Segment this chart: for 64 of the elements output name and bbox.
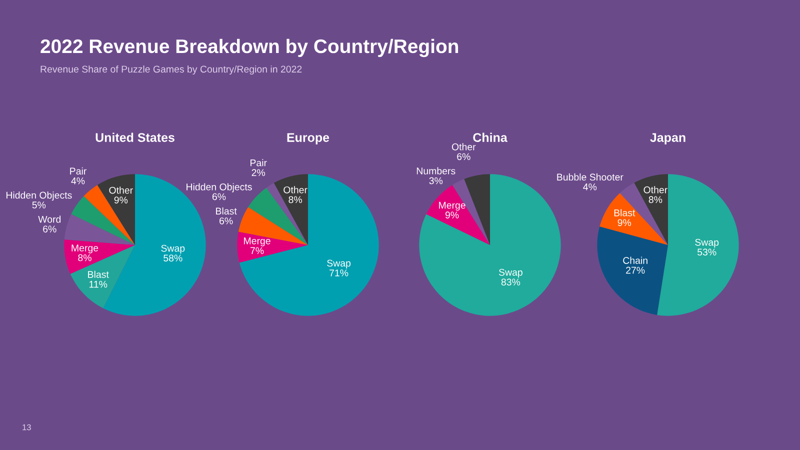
slice-label: Word — [38, 216, 61, 223]
text: Revenue Share of Puzzle Games by Country/Region in 2022 — [40, 65, 302, 75]
pie-slice — [97, 174, 135, 245]
slice-label: Blast — [216, 207, 237, 215]
pie-slice — [600, 193, 668, 245]
slice-label: Other — [452, 143, 476, 150]
pie-slice — [597, 226, 668, 315]
data-label: 8% — [78, 254, 92, 262]
data-label: 7% — [250, 247, 264, 254]
pie-slice — [274, 174, 308, 245]
data-label: 8% — [288, 196, 302, 204]
pie-slice — [426, 184, 490, 245]
data-label: 9% — [114, 196, 128, 204]
slice-label: Numbers — [416, 167, 456, 174]
text: 2022 Revenue Breakdown by Country/Region — [40, 38, 458, 58]
pie-slice — [464, 174, 490, 245]
data-label: 27% — [626, 266, 645, 274]
data-label: 9% — [618, 219, 632, 226]
slice-label: Pair — [250, 159, 267, 166]
slice-label: Swap — [498, 268, 522, 278]
data-label: 6% — [220, 217, 233, 224]
data-label: 53% — [698, 248, 716, 256]
slice-label: Blast — [88, 270, 109, 278]
slice-label: Hidden Objects — [186, 183, 252, 192]
slice-label: Merge — [244, 238, 270, 246]
slice-label: Pair — [70, 167, 86, 175]
data-label: 2% — [252, 169, 266, 176]
slice-label: Merge — [72, 244, 98, 254]
slice-label: Other — [284, 186, 308, 194]
pie-slice — [634, 174, 668, 245]
pie-slice — [238, 207, 308, 245]
data-label: 71% — [330, 270, 348, 276]
chart-title: Europe — [287, 133, 330, 144]
data-label: 3% — [429, 177, 443, 184]
data-label: 83% — [501, 278, 520, 286]
slice-label: Merge — [439, 202, 466, 211]
slice-label: Swap — [327, 260, 351, 269]
pie-slice — [71, 196, 135, 245]
pie-slice — [84, 184, 135, 245]
chart-title: Japan — [650, 133, 686, 144]
slice-label: Hidden Objects — [6, 192, 72, 201]
slice-label: Other — [644, 186, 668, 194]
data-label: 11% — [89, 280, 108, 288]
text: 13 — [22, 424, 31, 430]
slice-label: Bubble Shooter — [557, 173, 624, 181]
data-label: 9% — [445, 212, 459, 218]
data-label: 5% — [32, 202, 46, 208]
data-label: 4% — [583, 183, 597, 190]
pie-slice — [237, 232, 308, 263]
pie-slice — [70, 245, 135, 308]
slice-label: Other — [109, 186, 133, 194]
pie-slice — [64, 214, 135, 245]
slice-label: Chain — [623, 256, 648, 264]
data-label: 4% — [71, 177, 85, 184]
slice-label: Swap — [695, 238, 719, 248]
data-label: 6% — [457, 153, 470, 160]
data-label: 8% — [648, 196, 662, 204]
data-label: 6% — [43, 226, 56, 232]
data-label: 6% — [212, 193, 226, 200]
chart-title: United States — [96, 132, 174, 142]
chart-title: China — [473, 132, 508, 142]
slice-label: Swap — [161, 244, 185, 254]
slice-label: Blast — [614, 209, 636, 216]
data-label: 58% — [164, 254, 182, 262]
